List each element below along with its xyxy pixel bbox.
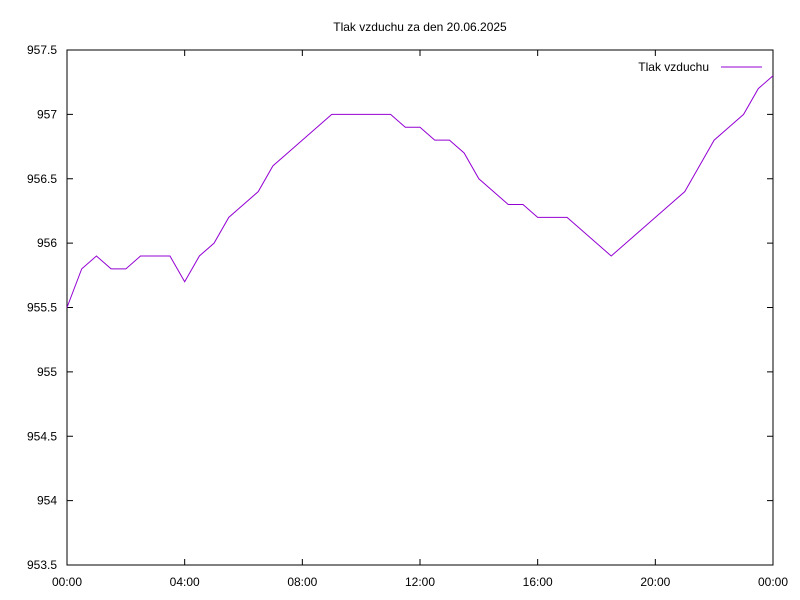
- x-tick-label: 08:00: [287, 575, 317, 589]
- y-tick-label: 956: [37, 236, 57, 250]
- y-tick-label: 955.5: [27, 301, 57, 315]
- legend: Tlak vzduchu: [638, 60, 762, 74]
- y-tick-label: 954.5: [27, 429, 57, 443]
- y-tick-label: 957: [37, 107, 57, 121]
- x-axis-ticks: 00:00 04:00 08:00 12:00 16:00 20:00 00:00: [52, 50, 788, 589]
- chart-title: Tlak vzduchu za den 20.06.2025: [333, 20, 507, 34]
- y-axis-ticks: 953.5 954 954.5 955 955.5 956 956.5 957 957.5: [27, 43, 773, 572]
- x-tick-label: 00:00: [52, 575, 82, 589]
- x-tick-label: 16:00: [523, 575, 553, 589]
- y-tick-label: 953.5: [27, 558, 57, 572]
- x-tick-label: 04:00: [170, 575, 200, 589]
- y-tick-label: 956.5: [27, 172, 57, 186]
- legend-label: Tlak vzduchu: [638, 60, 709, 74]
- series-line-tlak-vzduchu: [66, 75, 774, 308]
- y-tick-label: 955: [37, 365, 57, 379]
- series-layer: [66, 75, 774, 308]
- x-tick-label: 12:00: [405, 575, 435, 589]
- x-tick-label: 00:00: [758, 575, 788, 589]
- y-tick-label: 957.5: [27, 43, 57, 57]
- y-tick-label: 954: [37, 494, 57, 508]
- x-tick-label: 20:00: [640, 575, 670, 589]
